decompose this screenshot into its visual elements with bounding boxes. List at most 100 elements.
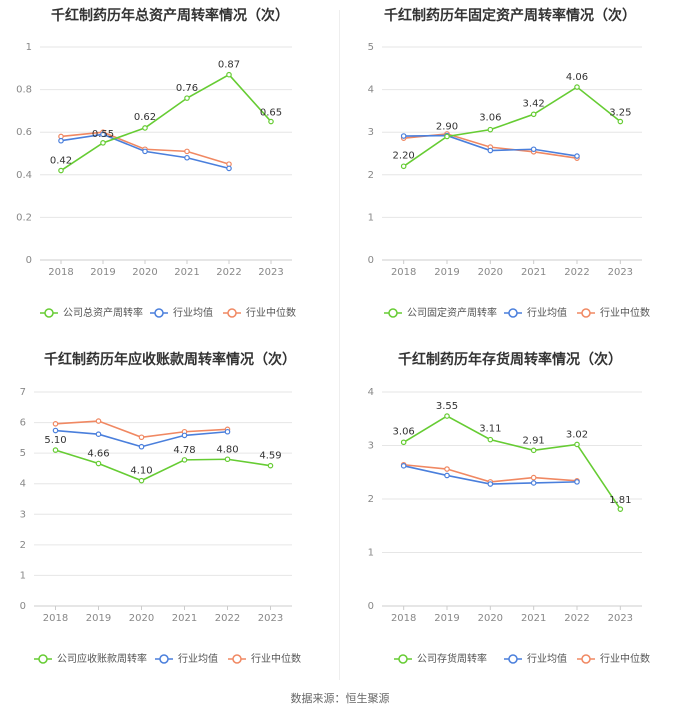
data-point-company [530, 447, 537, 454]
legend-swatch-marker-industry-median [227, 308, 237, 318]
data-point-company [444, 133, 450, 140]
data-point-company [181, 457, 188, 463]
x-tick-label: 2022 [564, 613, 589, 624]
y-tick-label: 1 [368, 212, 374, 223]
y-tick-label: 4 [368, 85, 374, 96]
data-point-company [530, 111, 537, 118]
legend-label-industry-avg[interactable]: 行业均值 [527, 306, 567, 319]
data-point-industry-avg [52, 427, 59, 434]
data-point-industry-avg [58, 137, 64, 144]
data-label: 4.06 [566, 72, 588, 83]
y-tick-label: 2 [368, 494, 374, 505]
x-tick-label: 2021 [521, 267, 546, 278]
x-tick-label: 2018 [391, 267, 416, 278]
y-tick-label: 0 [368, 255, 374, 266]
chart-title: 千红制药历年固定资产周转率情况（次） [384, 7, 636, 24]
legend-swatch-marker-company [388, 308, 398, 318]
data-label: 3.06 [393, 426, 415, 437]
y-tick-label: 6 [20, 418, 26, 429]
data-label: 2.20 [393, 150, 415, 161]
data-point-industry-avg [487, 481, 494, 487]
legend-swatch-marker-industry-avg [154, 308, 164, 318]
data-point-company [142, 125, 148, 131]
y-tick-label: 0 [26, 255, 32, 266]
data-label: 4.80 [216, 444, 238, 455]
data-label: 3.25 [609, 108, 631, 119]
data-point-industry-avg [226, 165, 232, 172]
legend-label-industry-avg[interactable]: 行业均值 [173, 306, 213, 319]
chart-svg-2: 千红制药历年固定资产周转率情况（次） 0 1 2 3 4 5 2018 2019 2020 2021… [368, 7, 650, 319]
x-tick-label: 2019 [434, 267, 459, 278]
data-point-company [617, 506, 624, 512]
series-line-company [403, 86, 621, 167]
x-tick-label: 2020 [129, 613, 154, 624]
x-tick-label: 2018 [48, 267, 73, 278]
chart-panel-fixed-asset-turnover: 千红制药历年固定资产周转率情况（次） 0 1 2 3 4 5 2018 2019 2020 2021… [340, 0, 680, 346]
data-label: 0.87 [218, 60, 240, 71]
y-tick-label: 4 [20, 479, 26, 490]
data-point-industry-avg [224, 428, 231, 435]
y-tick-label: 5 [368, 42, 374, 53]
data-point-industry-avg [400, 133, 407, 139]
data-point-company [574, 441, 580, 448]
data-label: 0.65 [260, 108, 282, 119]
data-point-industry-avg [181, 432, 188, 439]
data-point-industry-median [138, 434, 145, 441]
legend-swatch-marker-industry-avg [508, 308, 518, 318]
x-tick-label: 2022 [564, 267, 589, 278]
legend-swatch-marker-industry-avg [159, 654, 169, 664]
data-label: 2.91 [523, 435, 545, 446]
series-line-company [403, 415, 621, 510]
data-point-company [574, 84, 580, 90]
chart-title: 千红制药历年总资产周转率情况（次） [51, 7, 289, 24]
legend-label-company[interactable]: 公司固定资产周转率 [407, 306, 497, 319]
legend-label-industry-median[interactable]: 行业中位数 [600, 306, 650, 319]
legend-label-industry-median[interactable]: 行业中位数 [251, 652, 301, 665]
legend-label-company[interactable]: 公司存货周转率 [417, 652, 487, 665]
chart-panel-inventory-turnover: 千红制药历年存货周转率情况（次） 0 1 2 3 4 2018 2019 2020 2021 202… [340, 344, 680, 690]
legend-label-industry-median[interactable]: 行业中位数 [600, 652, 650, 665]
data-point-industry-median [52, 420, 59, 427]
data-point-company [138, 477, 145, 484]
data-point-industry-avg [142, 148, 148, 155]
data-point-company [617, 118, 624, 125]
y-tick-label: 0.6 [16, 127, 32, 138]
x-tick-label: 2023 [608, 267, 633, 278]
data-point-company [52, 447, 59, 453]
data-point-industry-avg [444, 472, 450, 479]
x-tick-label: 2021 [174, 267, 199, 278]
chart-panel-total-asset-turnover: 千红制药历年总资产周转率情况（次） 0 0.2 0.4 0.6 0.8 1 2018 2019 2… [0, 0, 340, 346]
data-label: 5.10 [44, 435, 66, 446]
data-label: 3.06 [479, 113, 501, 124]
data-point-industry-avg [574, 153, 580, 159]
legend-label-company[interactable]: 公司应收账款周转率 [57, 652, 147, 665]
data-point-company [95, 460, 102, 467]
data-label: 4.59 [259, 451, 281, 462]
y-tick-label: 0.4 [16, 170, 32, 181]
data-point-company [226, 71, 232, 78]
data-point-company [184, 95, 190, 101]
chart-svg-1: 千红制药历年总资产周转率情况（次） 0 0.2 0.4 0.6 0.8 1 2018 2019 2… [16, 7, 296, 319]
data-point-company [224, 456, 231, 463]
legend-label-company[interactable]: 公司总资产周转率 [63, 306, 143, 319]
data-point-industry-median [530, 474, 537, 481]
series-line-company [60, 73, 272, 172]
data-label: 1.81 [609, 495, 631, 506]
data-label: 3.42 [523, 98, 545, 109]
data-point-company [58, 167, 64, 174]
data-label: 0.42 [50, 156, 72, 167]
data-point-company [100, 140, 106, 146]
x-tick-label: 2023 [258, 267, 283, 278]
data-point-industry-avg [100, 131, 106, 138]
x-tick-label: 2019 [434, 613, 459, 624]
legend-label-industry-avg[interactable]: 行业均值 [178, 652, 218, 665]
legend-label-industry-median[interactable]: 行业中位数 [246, 306, 296, 319]
series-line-company [55, 449, 271, 482]
data-point-company [444, 413, 450, 419]
legend-swatch-marker-industry-median [232, 654, 242, 664]
data-point-company [487, 126, 494, 133]
y-tick-label: 5 [20, 448, 26, 459]
y-tick-label: 0.8 [16, 85, 32, 96]
legend-label-industry-avg[interactable]: 行业均值 [527, 652, 567, 665]
x-tick-label: 2019 [86, 613, 111, 624]
